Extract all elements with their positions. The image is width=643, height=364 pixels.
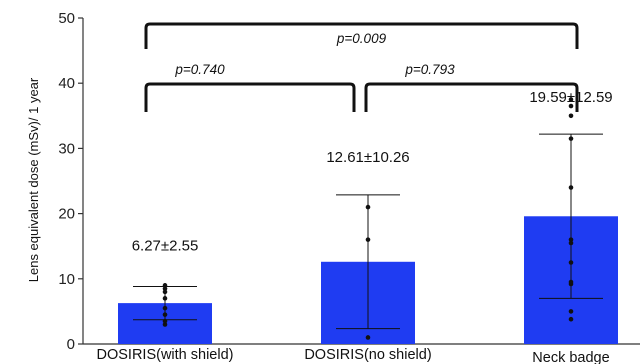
significance-brackets (144, 22, 579, 112)
data-label: 19.59±12.59 (529, 89, 612, 106)
data-point (162, 296, 168, 301)
data-point (162, 318, 168, 324)
data-point (365, 335, 371, 340)
data-point (568, 136, 574, 141)
significance-bracket (144, 22, 579, 49)
y-tick-label: 20 (58, 206, 75, 223)
data-points (162, 97, 574, 340)
data-point (365, 237, 371, 242)
data-point (568, 260, 574, 265)
data-point (568, 97, 574, 102)
data-point (162, 312, 168, 317)
y-tick-label: 10 (58, 271, 75, 288)
data-point (568, 237, 574, 242)
x-tick-label: DOSIRIS(with shield) (97, 347, 234, 363)
data-point (162, 305, 168, 311)
error-bars (133, 133, 603, 330)
data-point (162, 286, 168, 291)
data-point (162, 289, 168, 295)
data-label: 12.61±10.26 (326, 149, 409, 166)
data-point (568, 279, 574, 285)
data-point (568, 103, 574, 109)
data-point (568, 185, 574, 190)
significance-bracket (144, 82, 356, 112)
data-label: 6.27±2.55 (132, 237, 199, 254)
significance-bracket (364, 82, 579, 112)
p-value-label: p=0.009 (336, 31, 387, 46)
data-point (568, 240, 574, 246)
p-value-label: p=0.740 (174, 62, 225, 77)
y-tick-label: 50 (58, 10, 75, 27)
x-tick-label: DOSIRIS(no shield) (304, 347, 431, 363)
data-point (162, 322, 168, 327)
data-point (568, 113, 574, 119)
data-point (568, 316, 574, 322)
data-point (162, 283, 168, 288)
x-tick-label: Neck badge (532, 350, 609, 364)
data-point (568, 309, 574, 314)
y-tick-label: 30 (58, 140, 75, 157)
y-tick-label: 0 (67, 336, 75, 353)
data-point (365, 204, 371, 210)
y-tick-label: 40 (58, 75, 75, 92)
y-axis-label: Lens equivalent dose (mSv)/ 1 year (26, 77, 41, 282)
labels: 6.27±2.55 DOSIRIS(with shield) 12.61±10.26… (97, 31, 613, 364)
p-value-label: p=0.793 (404, 62, 455, 77)
